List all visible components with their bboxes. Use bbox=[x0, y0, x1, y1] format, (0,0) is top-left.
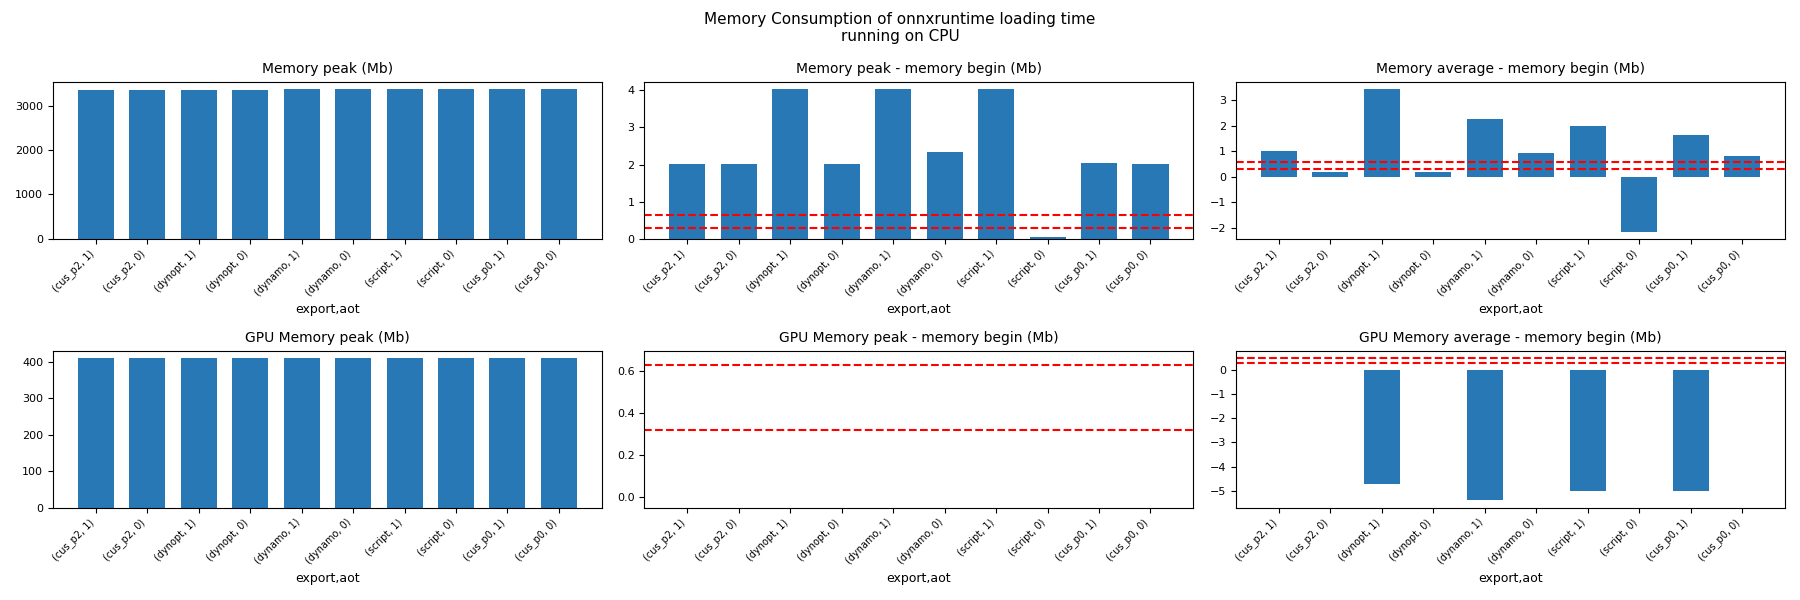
X-axis label: export,aot: export,aot bbox=[1478, 303, 1543, 316]
Bar bbox=[1517, 152, 1553, 177]
Bar bbox=[1415, 172, 1451, 177]
Bar bbox=[232, 358, 268, 508]
Bar bbox=[977, 89, 1013, 239]
Bar bbox=[875, 89, 911, 239]
Title: GPU Memory average - memory begin (Mb): GPU Memory average - memory begin (Mb) bbox=[1359, 331, 1661, 345]
X-axis label: export,aot: export,aot bbox=[887, 572, 950, 585]
Bar bbox=[77, 358, 113, 508]
Bar bbox=[284, 89, 320, 239]
Bar bbox=[1672, 135, 1708, 177]
Bar bbox=[927, 152, 963, 239]
Bar bbox=[1672, 370, 1708, 491]
Title: Memory peak (Mb): Memory peak (Mb) bbox=[261, 62, 392, 76]
Bar bbox=[77, 90, 113, 239]
Bar bbox=[335, 89, 371, 239]
X-axis label: export,aot: export,aot bbox=[295, 572, 360, 585]
Bar bbox=[1030, 237, 1066, 239]
Bar bbox=[542, 89, 578, 239]
Bar bbox=[232, 90, 268, 239]
Title: Memory peak - memory begin (Mb): Memory peak - memory begin (Mb) bbox=[796, 62, 1042, 76]
Bar bbox=[387, 358, 423, 508]
Bar bbox=[772, 89, 808, 239]
Bar bbox=[1467, 119, 1503, 177]
Bar bbox=[1570, 126, 1606, 177]
X-axis label: export,aot: export,aot bbox=[1478, 572, 1543, 585]
Bar bbox=[130, 90, 166, 239]
Title: GPU Memory peak - memory begin (Mb): GPU Memory peak - memory begin (Mb) bbox=[779, 331, 1058, 345]
Bar bbox=[1312, 172, 1348, 177]
Bar bbox=[490, 358, 526, 508]
Bar bbox=[437, 89, 473, 239]
Bar bbox=[180, 358, 216, 508]
Bar bbox=[1260, 151, 1298, 177]
X-axis label: export,aot: export,aot bbox=[887, 303, 950, 316]
Bar bbox=[437, 358, 473, 508]
Bar bbox=[824, 164, 860, 239]
Bar bbox=[1724, 156, 1760, 177]
Bar bbox=[1467, 370, 1503, 500]
Title: Memory average - memory begin (Mb): Memory average - memory begin (Mb) bbox=[1375, 62, 1645, 76]
Bar bbox=[1622, 177, 1658, 232]
Bar bbox=[130, 358, 166, 508]
Bar bbox=[670, 164, 706, 239]
Text: Memory Consumption of onnxruntime loading time
running on CPU: Memory Consumption of onnxruntime loadin… bbox=[704, 12, 1096, 44]
Bar bbox=[1364, 89, 1400, 177]
Bar bbox=[1570, 370, 1606, 491]
X-axis label: export,aot: export,aot bbox=[295, 303, 360, 316]
Title: GPU Memory peak (Mb): GPU Memory peak (Mb) bbox=[245, 331, 410, 345]
Bar bbox=[284, 358, 320, 508]
Bar bbox=[1364, 370, 1400, 484]
Bar bbox=[387, 89, 423, 239]
Bar bbox=[335, 358, 371, 508]
Bar bbox=[490, 89, 526, 239]
Bar bbox=[180, 90, 216, 239]
Bar bbox=[720, 164, 756, 239]
Bar bbox=[1132, 164, 1168, 239]
Bar bbox=[1082, 163, 1118, 239]
Bar bbox=[542, 358, 578, 508]
